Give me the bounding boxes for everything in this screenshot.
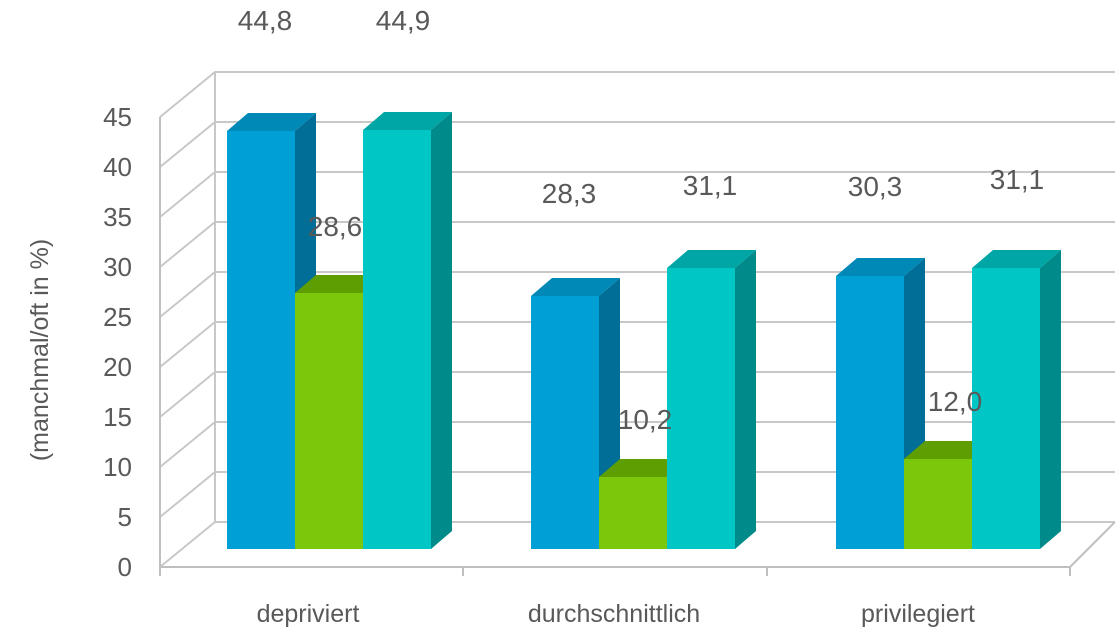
data-label: 44,9 — [376, 5, 431, 36]
bar — [363, 112, 452, 549]
y-tick-label: 30 — [103, 252, 132, 282]
category-labels: depriviert durchschnittlich privilegiert — [257, 600, 975, 628]
y-tick-label: 0 — [118, 552, 132, 582]
grid-lines — [159, 71, 1115, 576]
data-label: 30,3 — [848, 171, 903, 202]
bar-front — [363, 130, 431, 549]
data-label: 31,1 — [683, 170, 738, 201]
bar-top — [972, 250, 1061, 268]
bar-front — [667, 268, 735, 549]
y-tick-labels: 0 5 10 15 20 25 30 35 40 45 — [103, 102, 132, 582]
y-tick-label: 10 — [103, 452, 132, 482]
data-label: 12,0 — [928, 386, 983, 417]
bars — [227, 112, 1061, 549]
bar-front — [972, 268, 1040, 549]
bar-side — [1040, 250, 1061, 549]
data-label: 31,1 — [990, 164, 1045, 195]
y-tick-label: 45 — [103, 102, 132, 132]
bar-front — [227, 131, 295, 549]
y-axis-label: (manchmal/oft in %) — [26, 239, 54, 461]
bar-side — [735, 250, 756, 549]
bar-top — [904, 441, 993, 459]
y-tick-label: 5 — [118, 502, 132, 532]
data-label: 44,8 — [238, 5, 293, 36]
data-label: 28,6 — [308, 211, 363, 242]
bar-top — [599, 459, 688, 477]
data-label: 10,2 — [618, 404, 673, 435]
bar-front — [904, 459, 972, 549]
bar-front — [531, 296, 599, 549]
y-tick-label: 20 — [103, 352, 132, 382]
y-tick-label: 15 — [103, 402, 132, 432]
y-tick-label: 25 — [103, 302, 132, 332]
y-tick-label: 35 — [103, 202, 132, 232]
bar-front — [836, 276, 904, 549]
y-tick-label: 40 — [103, 152, 132, 182]
bar-side — [431, 112, 452, 549]
bar-front — [295, 293, 363, 549]
bar-top — [363, 112, 452, 130]
floor-edge-line — [1069, 521, 1115, 568]
bar — [667, 250, 756, 549]
category-label: privilegiert — [861, 600, 975, 628]
bar-top — [227, 113, 316, 131]
bar-front — [599, 477, 667, 549]
bar-top — [295, 275, 384, 293]
gridline — [159, 71, 1115, 118]
bar — [972, 250, 1061, 549]
bar-top — [667, 250, 756, 268]
bar-top — [531, 278, 620, 296]
category-label: durchschnittlich — [528, 600, 700, 628]
data-labels: 44,8 28,6 44,9 28,3 10,2 31,1 30,3 12,0 31,1 — [238, 5, 1045, 435]
category-label: depriviert — [257, 600, 360, 628]
data-label: 28,3 — [542, 178, 597, 209]
bar-top — [836, 258, 925, 276]
